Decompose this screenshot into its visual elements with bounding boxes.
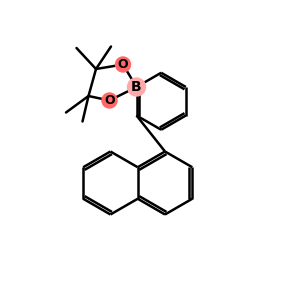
Text: O: O (118, 58, 128, 71)
Text: B: B (131, 80, 142, 94)
Text: O: O (104, 94, 115, 107)
Circle shape (128, 78, 146, 96)
Circle shape (116, 57, 130, 72)
Circle shape (102, 93, 117, 108)
